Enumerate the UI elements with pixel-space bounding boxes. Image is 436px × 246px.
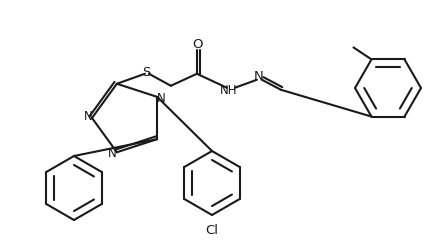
Text: N: N	[84, 110, 92, 123]
Text: N: N	[157, 92, 166, 105]
Text: N: N	[254, 70, 264, 83]
Text: N: N	[108, 147, 116, 160]
Text: Cl: Cl	[205, 224, 218, 236]
Text: NH: NH	[220, 84, 238, 97]
Text: O: O	[193, 38, 203, 51]
Text: S: S	[142, 66, 150, 79]
